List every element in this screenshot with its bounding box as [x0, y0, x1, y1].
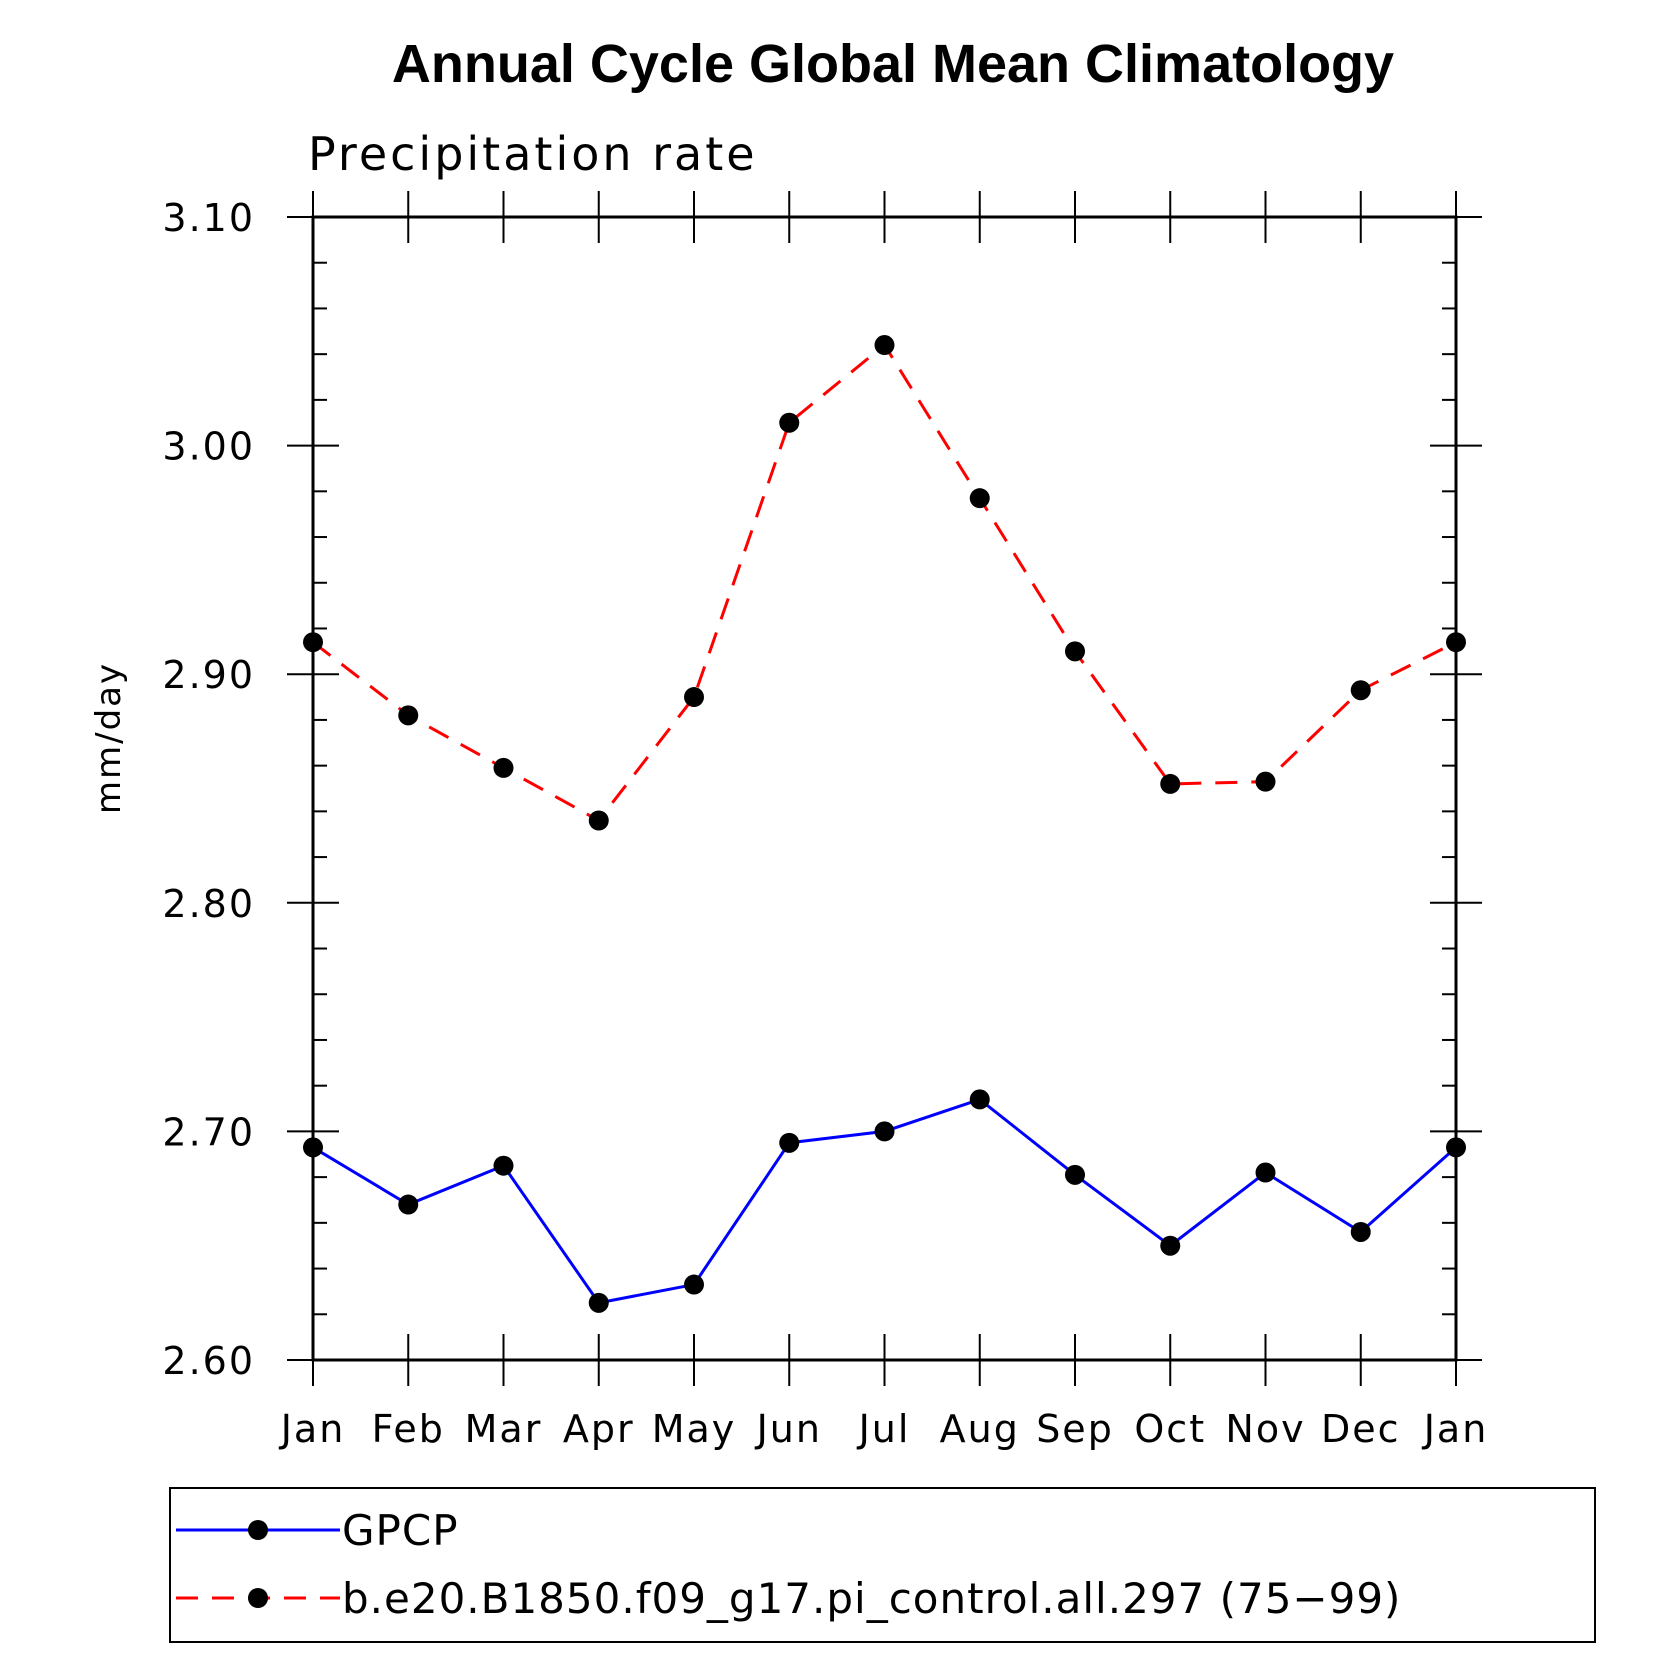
- x-tick-label: Jun: [755, 1407, 822, 1451]
- x-tick-label: Aug: [940, 1407, 1020, 1451]
- y-tick-label: 3.00: [162, 425, 255, 469]
- y-tick-label: 2.60: [162, 1339, 255, 1383]
- legend-marker-1: [248, 1588, 268, 1608]
- series-point-0: [874, 1121, 895, 1142]
- series-point-0: [1350, 1221, 1371, 1242]
- series-point-0: [969, 1089, 990, 1110]
- series-point-1: [1350, 680, 1371, 701]
- series-point-1: [779, 412, 800, 433]
- plot-frame: [311, 215, 1458, 1362]
- x-tick-label: May: [652, 1407, 737, 1451]
- x-tick-label: Mar: [465, 1407, 543, 1451]
- x-tick-label: Oct: [1134, 1407, 1206, 1451]
- series-point-0: [1255, 1162, 1276, 1183]
- series-point-1: [1255, 771, 1276, 792]
- series-line-1: [312, 342, 1457, 823]
- y-tick-label: 2.70: [162, 1110, 255, 1154]
- y-tick-label: 2.80: [162, 882, 255, 926]
- series-layer: [303, 335, 1466, 1313]
- x-tick-label: Feb: [372, 1407, 445, 1451]
- series-point-1: [1446, 632, 1466, 653]
- axes-layer: 2.60 2.70 2.80 2.90 3.00 3.10 Jan Feb Mar Apr May J…: [162, 191, 1489, 1451]
- series-point-1: [398, 705, 419, 726]
- x-tick-label: Jul: [857, 1407, 911, 1451]
- x-tick-label: Nov: [1225, 1407, 1305, 1451]
- x-tick-label: Sep: [1036, 1407, 1114, 1451]
- series-point-0: [493, 1155, 514, 1176]
- series-point-1: [874, 335, 895, 356]
- x-tick-label: Dec: [1321, 1407, 1401, 1451]
- legend-box: [169, 1487, 1596, 1643]
- y-tick-label: 2.90: [162, 653, 255, 697]
- series-point-0: [398, 1194, 419, 1215]
- series-point-1: [1065, 641, 1085, 662]
- x-tick-label: Jan: [279, 1407, 346, 1451]
- legend: GPCP b.e20.B1850.f09_g17.pi_control.all.2…: [169, 1487, 1596, 1643]
- series-point-0: [588, 1292, 609, 1313]
- series-point-0: [1446, 1137, 1466, 1158]
- series-point-1: [684, 687, 704, 708]
- series-point-1: [969, 488, 990, 509]
- x-tick-label: Jan: [1422, 1407, 1489, 1451]
- series-point-0: [684, 1274, 704, 1295]
- x-tick-label: Apr: [563, 1407, 635, 1451]
- legend-label-0: GPCP: [342, 1506, 459, 1555]
- y-tick-label: 3.10: [162, 196, 255, 240]
- series-point-1: [588, 810, 609, 831]
- series-point-0: [1160, 1235, 1181, 1256]
- chart-title: Annual Cycle Global Mean Climatology: [392, 34, 1394, 94]
- chart-subtitle: Precipitation rate: [308, 127, 758, 181]
- series-point-1: [1160, 773, 1181, 794]
- series-point-0: [779, 1132, 800, 1153]
- series-point-1: [493, 757, 514, 778]
- legend-label-1: b.e20.B1850.f09_g17.pi_control.all.297 (…: [342, 1574, 1401, 1623]
- y-axis-label: mm/day: [89, 662, 129, 814]
- legend-marker-0: [248, 1520, 268, 1540]
- series-point-0: [1065, 1164, 1085, 1185]
- series-point-1: [303, 632, 323, 653]
- series-point-0: [303, 1137, 323, 1158]
